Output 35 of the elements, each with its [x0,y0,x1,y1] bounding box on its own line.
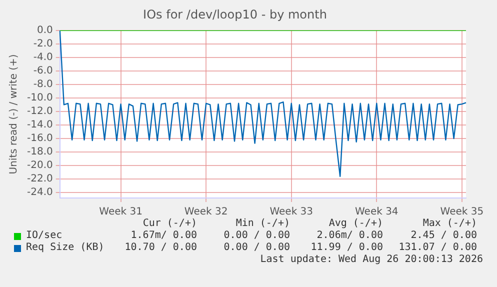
text: Cur (-/+) [142,218,197,229]
text: 131.07 / 0.00 [398,242,477,253]
y-tick-label: -10.0 [27,92,53,104]
y-tick-label: -22.0 [27,174,53,185]
legend-label: Req Size (KB) [26,242,104,254]
y-tick-label: -2.0 [33,38,53,50]
text: Max (-/+) [422,218,477,229]
text: 2.06m/ 0.00 [316,230,383,241]
text: 10.70 / 0.00 [124,242,197,253]
text: 2.45 / 0.00 [410,230,477,241]
y-tick-label: -14.0 [27,120,53,131]
y-tick-label: -20.0 [27,160,53,172]
x-tick-label: Week 32 [184,206,228,218]
text: 0.00 / 0.00 [224,230,290,241]
y-tick-label: -16.0 [27,133,53,144]
x-tick-label: Week 33 [270,206,314,218]
x-tick-label: Week 35 [440,206,484,218]
text: Min (-/+) [236,218,290,229]
x-tick-label: Week 31 [99,206,142,218]
y-tick-label: -24.0 [27,187,53,198]
y-tick-label: 0.0 [36,24,53,36]
y-tick-label: -18.0 [27,146,53,158]
y-tick-label: -4.0 [33,52,53,64]
legend-label: IO/sec [26,230,62,242]
y-tick-label: -8.0 [33,79,53,90]
text: 11.99 / 0.00 [310,242,383,253]
x-tick-label: Week 34 [354,206,398,218]
text: Last update: Wed Aug 26 20:00:13 2026 [260,254,483,265]
text: 1.67m/ 0.00 [130,230,197,241]
y-tick-label: -12.0 [27,106,53,118]
text: Avg (-/+) [328,218,383,229]
y-tick-label: -6.0 [33,66,53,77]
text: 0.00 / 0.00 [224,242,290,253]
chart-title: IOs for /dev/loop10 - by month [143,7,327,22]
y-axis-title: Units read (-) / write (+) [8,54,20,174]
